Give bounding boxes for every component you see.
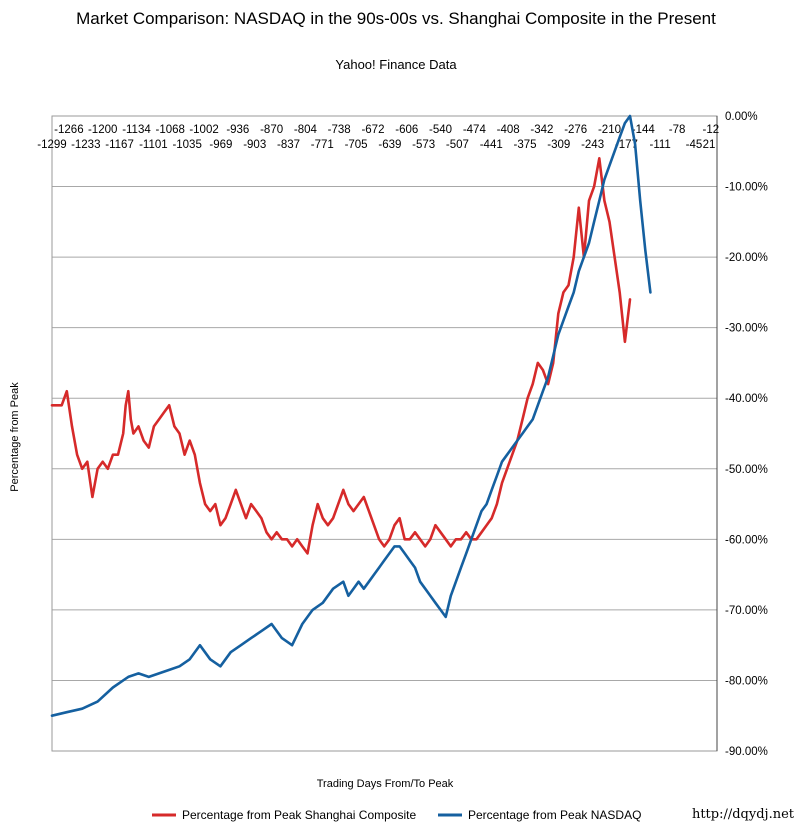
x-tick-label-top: -804	[294, 124, 318, 136]
x-tick-labels-top: -1266 -1200 -1134 -1068 -1002 -936 -870 -804 -73…	[54, 124, 719, 136]
x-tick-label-top: -738	[328, 124, 351, 136]
x-tick-label-bottom: -309	[547, 139, 570, 151]
x-tick-label-bottom: -1167	[105, 139, 134, 151]
x-tick-label-bottom: -243	[581, 139, 604, 151]
y-tick-label: -60.00%	[725, 534, 768, 546]
x-tick-label-bottom: -375	[514, 139, 537, 151]
series-layer	[50, 114, 652, 718]
x-tick-label-top: -342	[530, 124, 553, 136]
y-axis-label: Percentage from Peak	[9, 382, 21, 492]
x-tick-label-top: -210	[598, 124, 621, 136]
x-tick-label-top: -870	[260, 124, 283, 136]
chart-title: Market Comparison: NASDAQ in the 90s-00s…	[76, 9, 716, 28]
x-tick-label-top: -1068	[156, 124, 185, 136]
y-tick-label: -30.00%	[725, 323, 768, 335]
y-tick-label: -20.00%	[725, 252, 768, 264]
legend: Percentage from Peak Shanghai Composite …	[152, 808, 641, 822]
y-tick-label: -70.00%	[725, 605, 768, 617]
x-tick-label-top: -474	[463, 124, 487, 136]
y-tick-label: -80.00%	[725, 675, 768, 687]
series-line-shanghai	[50, 157, 632, 555]
x-axis-label: Trading Days From/To Peak	[317, 778, 454, 790]
x-tick-label-top: -540	[429, 124, 452, 136]
x-tick-label-bottom: -639	[378, 139, 401, 151]
x-tick-label-top: -936	[226, 124, 249, 136]
x-tick-label-top: -144	[632, 124, 656, 136]
x-tick-label-top: -1134	[122, 124, 151, 136]
x-tick-label-bottom: -1233	[71, 139, 100, 151]
x-tick-label-bottom: -177	[615, 139, 638, 151]
x-tick-label-top: -78	[669, 124, 686, 136]
x-tick-label-bottom: -837	[277, 139, 300, 151]
x-tick-label-top: -408	[497, 124, 520, 136]
x-tick-label-top: -606	[395, 124, 418, 136]
y-tick-labels: 0.00% -10.00% -20.00% -30.00% -40.00% -50.00%…	[725, 111, 768, 758]
credit-text: http://dqydj.net	[692, 807, 795, 822]
x-tick-label-bottom: -111	[650, 139, 671, 151]
x-tick-label-bottom: -1035	[172, 139, 201, 151]
x-tick-label-bottom: -771	[311, 139, 334, 151]
x-tick-label-bottom: -573	[412, 139, 435, 151]
x-tick-label-bottom: -969	[209, 139, 232, 151]
x-tick-labels-bottom: -1299 -1233 -1167 -1101 -1035 -969 -903 -837 -77…	[37, 139, 715, 151]
x-tick-label-top: -1266	[54, 124, 83, 136]
series-line-nasdaq	[50, 114, 652, 718]
x-tick-label-bottom: -1101	[139, 139, 168, 151]
x-tick-label-top: -1200	[88, 124, 117, 136]
legend-label-nasdaq: Percentage from Peak NASDAQ	[468, 808, 641, 822]
x-tick-label-bottom: -1299	[37, 139, 66, 151]
y-tick-label: -40.00%	[725, 393, 768, 405]
y-tick-label: -10.00%	[725, 182, 768, 194]
x-tick-label-bottom: -705	[345, 139, 368, 151]
x-tick-label-top: -672	[361, 124, 384, 136]
x-tick-label-top: -1002	[189, 124, 218, 136]
x-tick-label-top: -276	[564, 124, 587, 136]
x-tick-label-bottom: -441	[480, 139, 503, 151]
x-tick-label-bottom: 21	[703, 139, 716, 151]
y-tick-label: -90.00%	[725, 746, 768, 758]
x-tick-label-bottom: -903	[243, 139, 266, 151]
legend-label-shanghai: Percentage from Peak Shanghai Composite	[182, 808, 416, 822]
x-tick-label-bottom: -45	[686, 139, 703, 151]
x-tick-label-top: -12	[703, 124, 720, 136]
x-tick-label-bottom: -507	[446, 139, 469, 151]
y-tick-label: -50.00%	[725, 464, 768, 476]
y-tick-label: 0.00%	[725, 111, 758, 123]
chart-subtitle: Yahoo! Finance Data	[335, 57, 457, 72]
